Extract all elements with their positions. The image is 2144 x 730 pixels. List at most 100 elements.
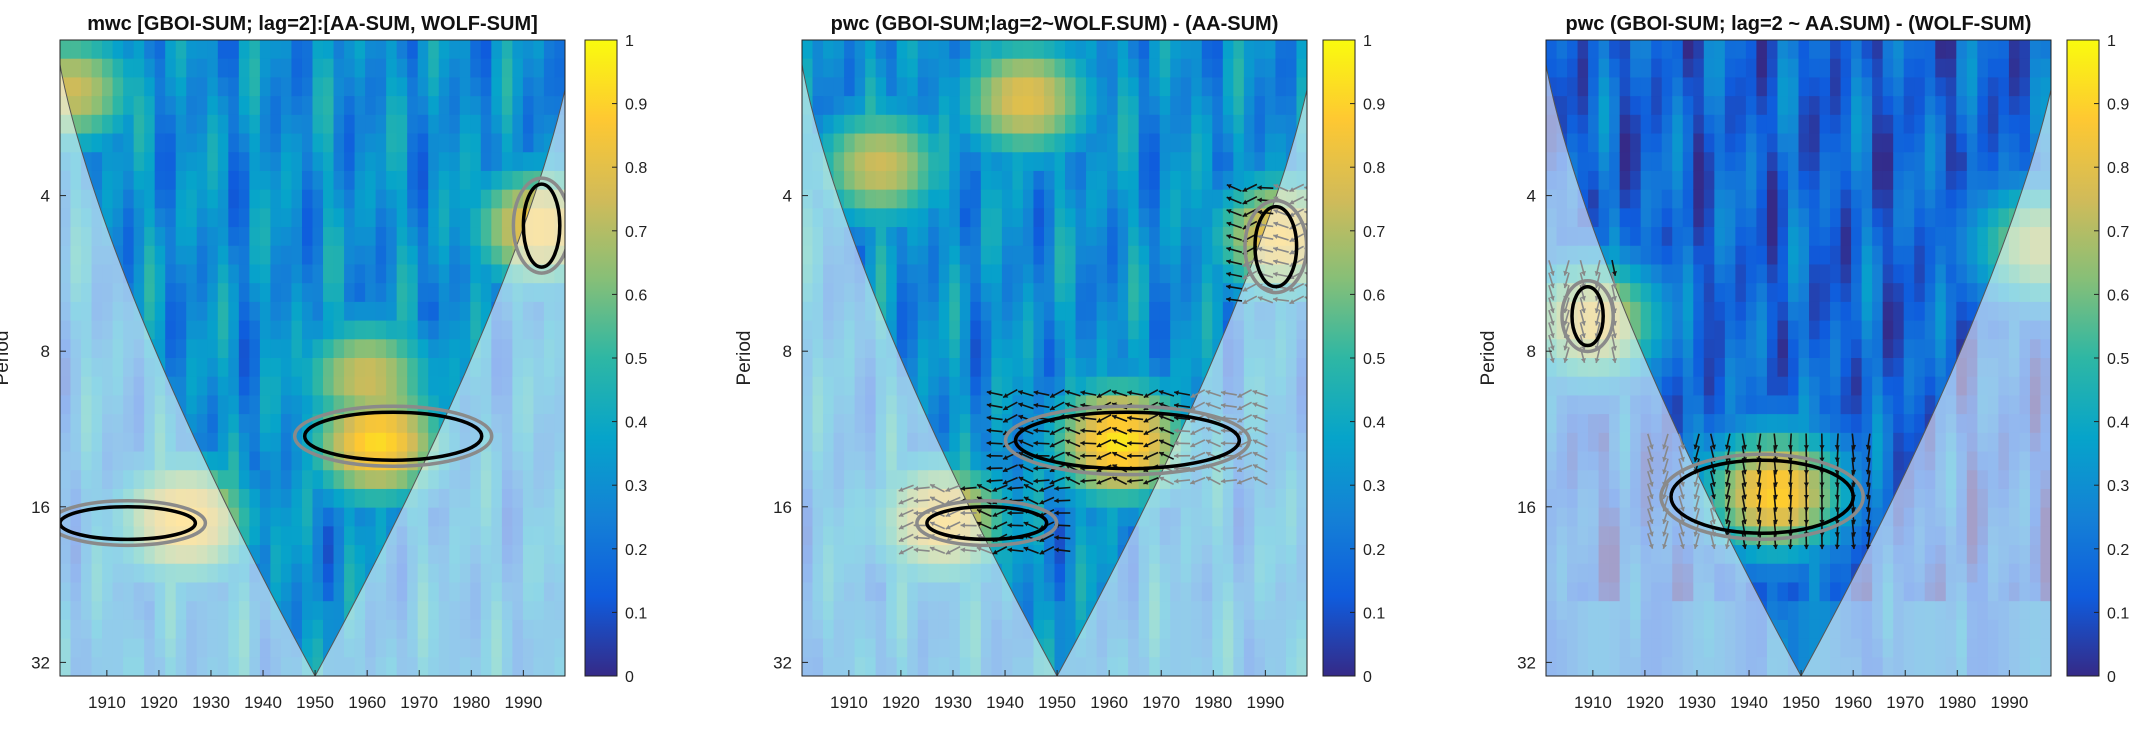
y-axis-label: Period (734, 331, 755, 386)
chart-title: mwc [GBOI-SUM; lag=2]:[AA-SUM, WOLF-SUM] (87, 13, 538, 35)
phase-arrow-head (1594, 271, 1600, 276)
phase-arrow-head (1549, 320, 1555, 326)
phase-arrow-head (1742, 519, 1747, 525)
plot-frame (801, 39, 1308, 677)
phase-arrow-head (1865, 544, 1871, 549)
phase-arrow-head (986, 415, 992, 421)
phase-arrow-head (1549, 333, 1555, 338)
y-axis-label: Period (1478, 331, 1499, 386)
phase-arrow-head (1127, 440, 1132, 446)
phase-arrow-head (1174, 453, 1179, 459)
phase-arrow-head (1648, 506, 1654, 512)
phase-arrow-head (1023, 521, 1029, 527)
colorbar-tick-label: 0.6 (625, 287, 647, 304)
phase-arrow-head (1159, 427, 1164, 432)
phase-arrow-head (1054, 535, 1059, 541)
colorbar-tick-label: 0.3 (625, 478, 647, 495)
phase-arrow-head (1226, 296, 1231, 302)
phase-arrow-head (1065, 427, 1071, 432)
phase-arrow-head (1679, 456, 1685, 462)
phase-arrow-head (976, 546, 982, 552)
phase-arrow-head (945, 549, 951, 555)
phase-arrow-head (1190, 442, 1196, 448)
phase-arrow-head (1257, 234, 1263, 240)
phase-arrow-head (1158, 402, 1164, 408)
colorbar-gradient (1322, 39, 1356, 677)
x-tick-label: 1920 (140, 693, 178, 712)
colorbar-tick-label: 1 (2107, 33, 2116, 50)
y-tick-label: 16 (31, 498, 50, 517)
phase-arrow-head (960, 547, 966, 553)
phase-arrow-head (1304, 210, 1307, 214)
phase-arrow-head (1206, 451, 1211, 457)
phase-arrow-head (1237, 417, 1243, 423)
phase-arrow-head (1273, 296, 1278, 302)
phase-arrow-head (1242, 199, 1248, 205)
phase-arrow-head (1772, 544, 1778, 549)
phase-arrow-head (1580, 358, 1586, 363)
phase-arrow-head (1033, 390, 1039, 396)
phase-arrow-head (1174, 428, 1179, 434)
colorbar-tick-label: 0.9 (2107, 97, 2129, 114)
phase-arrow-head (1018, 390, 1023, 395)
coi-significance-contour (1003, 404, 1252, 477)
phase-arrow-head (1252, 439, 1258, 445)
phase-arrow-head (986, 402, 992, 408)
phase-arrow-head (1273, 271, 1278, 277)
colorbar-tick-label: 0.6 (2107, 287, 2129, 304)
phase-arrow-head (1611, 345, 1617, 351)
phase-arrow-head (986, 428, 992, 434)
phase-arrow-head (1289, 237, 1295, 242)
colorbar-tick-label: 0.2 (1363, 542, 1385, 559)
y-tick-label: 32 (773, 653, 792, 672)
phase-arrow-head (1787, 544, 1793, 550)
phase-arrow-head (992, 487, 998, 492)
phase-arrow-head (1252, 414, 1258, 420)
y-tick-label: 16 (1517, 498, 1536, 517)
phase-arrow-head (1724, 481, 1730, 487)
phase-arrow-head (1002, 479, 1008, 485)
phase-arrow-head (1648, 481, 1654, 487)
phase-arrow-head (986, 478, 992, 484)
phase-arrow-head (1190, 430, 1196, 435)
coi-significance-contour (60, 499, 208, 548)
colorbar-tick-label: 0.2 (625, 542, 647, 559)
phase-arrow-head (1611, 333, 1617, 338)
phase-arrow-head (1252, 427, 1258, 432)
phase-arrow-head (1803, 544, 1809, 550)
phase-arrow-head (1096, 455, 1102, 460)
phase-arrow-head (1273, 184, 1279, 189)
phase-arrow-head (1039, 549, 1045, 555)
phase-arrow-head (1003, 393, 1009, 398)
colorbar-gradient (584, 39, 618, 677)
phase-arrow-head (1205, 427, 1211, 432)
phase-arrow-head (1174, 402, 1179, 408)
phase-arrow-head (992, 524, 998, 530)
phase-arrow-head (1033, 402, 1039, 408)
phase-arrow-head (1143, 430, 1149, 435)
phase-arrow-head (1158, 390, 1164, 395)
x-tick-label: 1950 (1038, 693, 1076, 712)
y-tick-label: 8 (41, 342, 50, 361)
phase-arrow-head (1206, 439, 1211, 445)
phase-arrow-head (1711, 469, 1716, 475)
phase-arrow-head (1711, 481, 1716, 487)
colorbar-tick-label: 0.9 (1363, 97, 1385, 114)
phase-arrow-head (1226, 209, 1232, 214)
phase-arrow-head (1648, 519, 1654, 524)
phase-arrow-head (898, 524, 904, 530)
colorbar-tick-label: 0.1 (1363, 605, 1385, 622)
phase-arrow-head (1724, 544, 1730, 549)
phase-arrow-head (1080, 453, 1085, 459)
phase-arrow-head (1679, 481, 1685, 487)
phase-arrow-head (1693, 531, 1699, 537)
phase-arrow-head (1143, 393, 1149, 398)
phase-arrow-head (1127, 453, 1132, 459)
chart-title: pwc (GBOI-SUM;lag=2~WOLF.SUM) - (AA-SUM) (831, 13, 1279, 35)
phase-arrow-head (992, 549, 998, 555)
phase-arrow-head (1711, 544, 1716, 549)
phase-arrow-head (1127, 478, 1132, 484)
phase-arrow-head (1549, 357, 1555, 363)
phase-arrow-head (1023, 496, 1029, 502)
phase-arrow-head (1563, 320, 1569, 326)
